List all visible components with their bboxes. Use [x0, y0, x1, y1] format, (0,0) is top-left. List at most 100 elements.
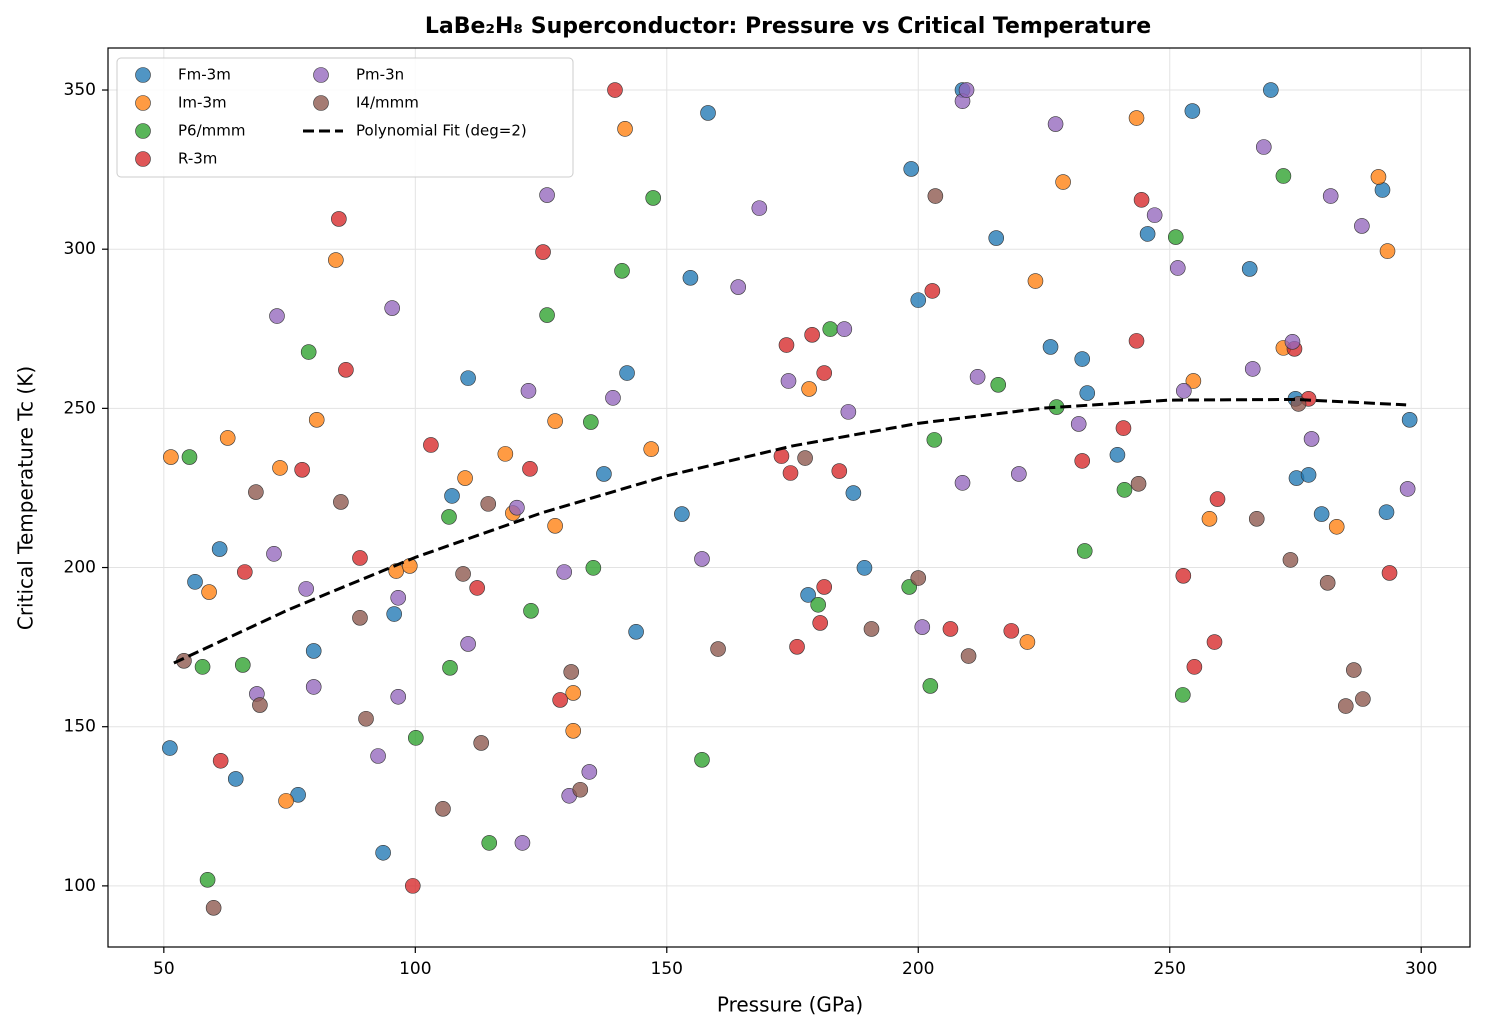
scatter-point	[1206, 634, 1223, 650]
scatter-point	[388, 563, 404, 579]
legend-marker	[135, 151, 151, 167]
fit-line	[173, 397, 1407, 665]
scatter-point	[1186, 659, 1203, 675]
scatter-point	[845, 485, 862, 501]
scatter-point	[480, 496, 497, 512]
scatter-point	[1176, 383, 1192, 399]
scatter-point	[457, 470, 473, 486]
x-tick-label: 150	[651, 959, 683, 979]
scatter-point	[460, 636, 476, 652]
scatter-point	[1047, 116, 1064, 132]
plot-frame	[107, 47, 1471, 948]
y-tick-label: 100	[64, 876, 96, 896]
legend-box	[116, 57, 574, 178]
scatter-point	[539, 187, 555, 203]
scatter-point	[199, 872, 216, 888]
scatter-point	[460, 370, 476, 386]
scatter-point	[1175, 568, 1192, 584]
scatter-point	[390, 589, 407, 606]
scatter-point	[682, 270, 699, 286]
scatter-point	[804, 327, 820, 343]
x-tick-label: 300	[1405, 959, 1437, 979]
scatter-point	[1070, 416, 1087, 432]
legend-label: Polynomial Fit (deg=2)	[356, 122, 527, 140]
scatter-point	[958, 82, 975, 98]
x-tick-label: 250	[1154, 959, 1186, 979]
scatter-point	[617, 121, 633, 137]
scatter-point	[1378, 504, 1395, 520]
x-tick-label: 50	[153, 959, 175, 979]
scatter-point	[780, 373, 797, 389]
scatter-point	[572, 781, 589, 798]
scatter-point	[1167, 229, 1184, 245]
scatter-point	[1003, 623, 1020, 639]
scatter-point	[674, 506, 690, 522]
scatter-point	[1074, 453, 1091, 469]
scatter-point	[922, 678, 939, 694]
scatter-point	[455, 566, 471, 582]
scatter-point	[1337, 698, 1354, 714]
scatter-point	[1399, 481, 1416, 497]
scatter-point	[710, 641, 726, 657]
chart-title: LaBe₂H₈ Superconductor: Pressure vs Crit…	[425, 14, 1151, 39]
scatter-point	[789, 639, 805, 655]
scatter-point	[1133, 192, 1150, 208]
scatter-point	[1303, 431, 1320, 447]
scatter-point	[514, 835, 531, 851]
x-tick-label: 100	[399, 959, 431, 979]
legend-label: P6/mmm	[178, 122, 245, 140]
scatter-point	[547, 518, 563, 534]
scatter-point	[954, 475, 971, 491]
scatter-point	[328, 252, 344, 268]
scatter-point	[694, 551, 710, 567]
scatter-point	[1328, 518, 1345, 535]
scatter-point	[914, 619, 931, 635]
scatter-point	[386, 606, 402, 622]
scatter-point	[1322, 188, 1339, 204]
legend-marker	[313, 95, 329, 111]
legend-marker	[313, 67, 329, 83]
scatter-point	[266, 546, 282, 562]
scatter-point	[1185, 373, 1202, 389]
scatter-point	[1248, 511, 1265, 527]
scatter-point	[305, 679, 322, 695]
scatter-point	[1354, 218, 1370, 234]
scatter-point	[607, 82, 623, 98]
scatter-point	[205, 900, 222, 916]
scatter-point	[163, 449, 179, 465]
scatter-point	[535, 244, 551, 260]
scatter-point	[441, 509, 457, 525]
scatter-point	[1370, 169, 1387, 185]
scatter-point	[836, 321, 853, 337]
scatter-point	[187, 574, 203, 590]
scatter-point	[816, 365, 833, 381]
scatter-point	[539, 307, 555, 323]
scatter-point	[201, 584, 217, 600]
scatter-point	[581, 764, 598, 780]
scatter-point	[619, 365, 635, 381]
legend-marker	[135, 95, 151, 111]
scatter-point	[1011, 466, 1027, 482]
scatter-point	[384, 300, 400, 316]
scatter-point	[352, 550, 368, 566]
scatter-point	[1130, 476, 1147, 492]
scatter-point	[1076, 543, 1093, 559]
x-axis-label: Pressure (GPa)	[717, 993, 863, 1017]
scatter-point	[924, 283, 941, 299]
legend-label: R-3m	[178, 150, 217, 168]
scatter-point	[1055, 174, 1071, 190]
scatter-point	[1027, 273, 1044, 289]
scatter-point	[1079, 385, 1096, 401]
scatter-point	[522, 461, 538, 477]
scatter-point	[1379, 243, 1396, 259]
scatter-point	[481, 835, 498, 851]
scatter-point	[1109, 447, 1126, 463]
scatter-point	[831, 463, 848, 479]
scatter-point	[840, 404, 857, 420]
scatter-point	[1042, 339, 1059, 355]
scatter-point	[614, 263, 630, 279]
scatter-point	[645, 190, 662, 206]
scatter-point	[801, 381, 817, 397]
scatter-point	[442, 660, 458, 676]
